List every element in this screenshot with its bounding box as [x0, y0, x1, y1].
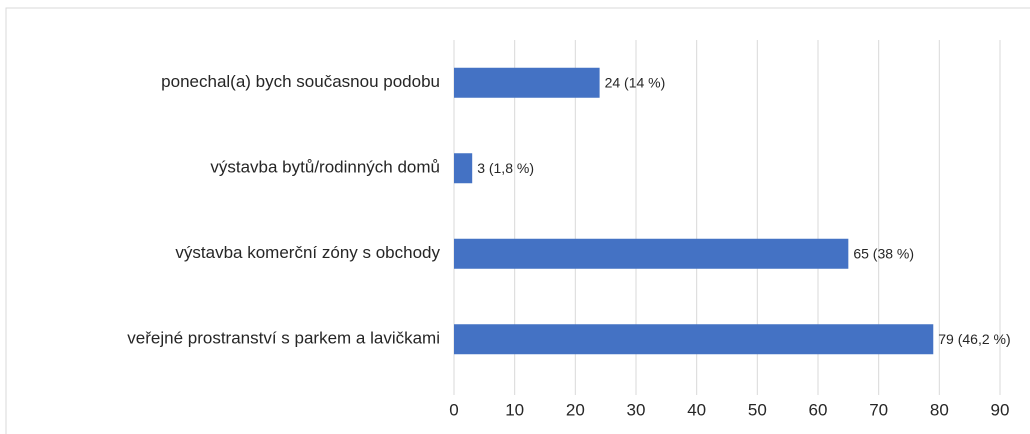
x-tick-label: 50 — [748, 400, 767, 419]
y-tick-label: veřejné prostranství s parkem a lavičkam… — [127, 329, 440, 348]
x-tick-label: 90 — [991, 400, 1010, 419]
value-label: 3 (1,8 %) — [477, 160, 534, 176]
bar — [454, 153, 473, 184]
value-label: 24 (14 %) — [605, 74, 666, 90]
value-label: 65 (38 %) — [853, 245, 914, 261]
y-tick-label: výstavba bytů/rodinných domů — [210, 158, 440, 177]
x-tick-label: 30 — [627, 400, 646, 419]
bar — [454, 324, 934, 355]
bar — [454, 67, 600, 98]
y-tick-label: výstavba komerční zóny s obchody — [175, 243, 440, 262]
x-tick-label: 20 — [566, 400, 585, 419]
x-tick-label: 0 — [449, 400, 458, 419]
x-tick-label: 70 — [869, 400, 888, 419]
bar — [454, 238, 849, 269]
x-tick-label: 40 — [687, 400, 706, 419]
x-tick-label: 10 — [505, 400, 524, 419]
x-tick-label: 80 — [930, 400, 949, 419]
x-tick-label: 60 — [809, 400, 828, 419]
value-label: 79 (46,2 %) — [938, 331, 1010, 347]
y-tick-label: ponechal(a) bych současnou podobu — [161, 72, 440, 91]
